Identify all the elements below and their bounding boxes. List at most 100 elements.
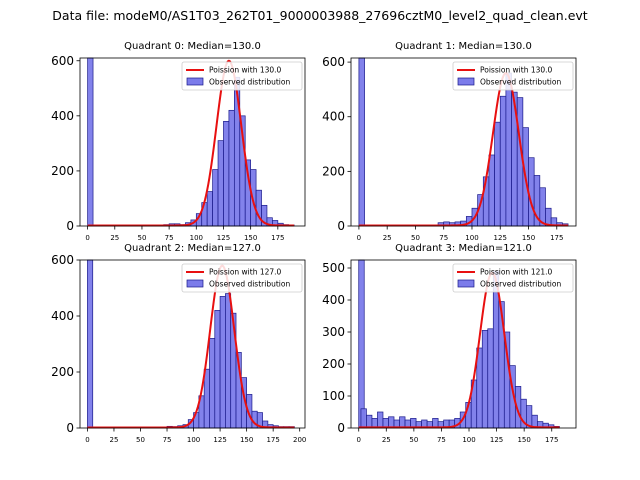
legend-curve-label: Poission with 121.0 xyxy=(480,268,553,277)
histogram-bar xyxy=(366,414,373,429)
histogram-bar xyxy=(209,338,216,429)
legend-bars-label: Observed distribution xyxy=(209,280,290,289)
histogram-bar xyxy=(377,411,384,429)
histogram-bar xyxy=(388,416,395,429)
y-tick-label: 400 xyxy=(51,109,74,123)
histogram-bar xyxy=(228,109,235,227)
y-tick-label: 0 xyxy=(66,421,74,435)
x-tick-label: 75 xyxy=(437,436,446,444)
histogram-bar xyxy=(358,259,365,429)
poisson-curve xyxy=(358,271,560,429)
y-tick-label: 400 xyxy=(51,309,74,323)
poisson-curve xyxy=(87,59,295,227)
histogram-bar xyxy=(87,57,94,227)
x-tick-label: 25 xyxy=(382,436,391,444)
plot-frame xyxy=(350,259,577,429)
x-tick-label: 100 xyxy=(465,234,478,242)
histogram-bar xyxy=(481,330,489,429)
panel-quadrant-1: Quadrant 1: Median=130.0 0 25 50 75 100 125 15… xyxy=(322,41,577,242)
histogram-bar xyxy=(219,296,226,429)
panel-quadrant-0: Quadrant 0: Median=130.0 0 25 50 75 100 125 15… xyxy=(51,41,306,242)
x-tick-label: 175 xyxy=(545,436,558,444)
panel-title: Quadrant 0: Median=130.0 xyxy=(124,41,261,52)
legend-bars-swatch xyxy=(186,77,204,86)
legend-box xyxy=(181,263,303,293)
x-tick-label: 175 xyxy=(271,234,284,242)
histogram-bar xyxy=(87,259,94,429)
poisson-curve xyxy=(358,71,569,227)
x-tick-label: 150 xyxy=(522,234,535,242)
histogram-bar xyxy=(223,120,230,227)
histogram-bar xyxy=(494,121,501,227)
panel-title: Quadrant 2: Median=127.0 xyxy=(124,243,261,254)
histogram-bar xyxy=(214,310,221,429)
x-tick-label: 50 xyxy=(409,436,418,444)
histogram-bar xyxy=(488,154,495,227)
y-tick-label: 300 xyxy=(322,325,345,339)
plot-frame xyxy=(79,57,306,227)
x-tick-label: 100 xyxy=(190,234,203,242)
x-tick-label: 125 xyxy=(213,436,226,444)
panel-title: Quadrant 3: Median=121.0 xyxy=(395,243,532,254)
x-tick-label: 200 xyxy=(293,436,306,444)
y-tick-label: 600 xyxy=(322,55,345,69)
legend-bars-swatch xyxy=(457,77,475,86)
histogram-bar xyxy=(225,293,232,429)
y-tick-label: 0 xyxy=(337,421,345,435)
legend-box xyxy=(452,61,574,91)
histogram-bar xyxy=(212,169,219,227)
x-tick-label: 175 xyxy=(550,234,563,242)
poisson-curve xyxy=(87,264,295,429)
y-tick-label: 400 xyxy=(322,110,345,124)
y-tick-label: 400 xyxy=(322,293,345,307)
histogram-bar xyxy=(203,368,210,429)
y-tick-label: 200 xyxy=(51,164,74,178)
x-tick-label: 0 xyxy=(85,234,89,242)
x-tick-label: 150 xyxy=(244,234,257,242)
y-tick-label: 200 xyxy=(322,164,345,178)
y-tick-label: 500 xyxy=(322,261,345,275)
legend-bars-swatch xyxy=(457,279,475,288)
plot-frame xyxy=(79,259,306,429)
y-tick-label: 200 xyxy=(322,357,345,371)
x-tick-label: 125 xyxy=(494,234,507,242)
x-tick-label: 100 xyxy=(187,436,200,444)
histogram-bar xyxy=(476,347,483,429)
x-tick-label: 25 xyxy=(383,234,392,242)
panel-title: Quadrant 1: Median=130.0 xyxy=(395,41,532,52)
x-tick-label: 125 xyxy=(490,436,503,444)
x-tick-label: 0 xyxy=(357,234,361,242)
panel-quadrant-2: Quadrant 2: Median=127.0 0 25 50 75 100 125 15… xyxy=(51,243,306,444)
x-tick-label: 75 xyxy=(165,234,174,242)
x-tick-label: 25 xyxy=(110,436,119,444)
histogram-bar xyxy=(399,416,406,429)
histogram-bar xyxy=(360,408,367,429)
legend-curve-label: Poission with 127.0 xyxy=(209,268,282,277)
legend-curve-label: Poission with 130.0 xyxy=(480,66,553,75)
y-tick-label: 0 xyxy=(66,219,74,233)
plot-frame xyxy=(350,57,577,227)
legend-bars-swatch xyxy=(186,279,204,288)
x-tick-label: 0 xyxy=(356,436,360,444)
x-tick-label: 100 xyxy=(462,436,475,444)
y-tick-label: 200 xyxy=(51,365,74,379)
x-tick-label: 75 xyxy=(439,234,448,242)
x-tick-label: 0 xyxy=(85,436,89,444)
x-tick-label: 25 xyxy=(110,234,119,242)
legend-bars-label: Observed distribution xyxy=(209,78,290,87)
figure-title: Data file: modeM0/AS1T03_262T01_90000039… xyxy=(52,8,587,23)
y-tick-label: 600 xyxy=(51,253,74,267)
legend-box xyxy=(181,61,303,91)
x-tick-label: 50 xyxy=(137,234,146,242)
y-tick-label: 0 xyxy=(337,219,345,233)
x-tick-label: 50 xyxy=(411,234,420,242)
x-tick-label: 150 xyxy=(240,436,253,444)
x-tick-label: 75 xyxy=(163,436,172,444)
y-tick-label: 600 xyxy=(51,54,74,68)
x-tick-label: 150 xyxy=(517,436,530,444)
histogram-bar xyxy=(217,140,224,227)
y-tick-label: 100 xyxy=(322,389,345,403)
x-tick-label: 175 xyxy=(266,436,279,444)
x-tick-label: 50 xyxy=(136,436,145,444)
